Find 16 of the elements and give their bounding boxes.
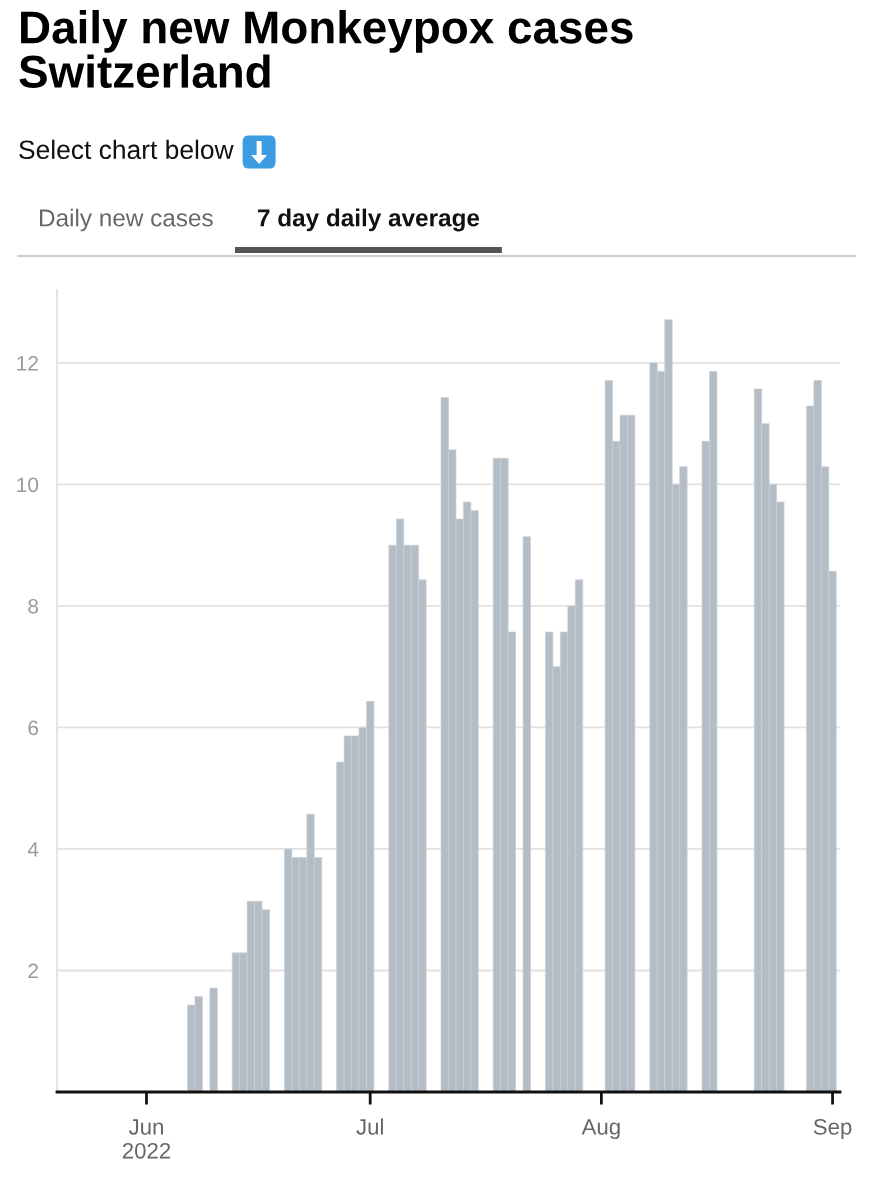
y-tick-label: 4 xyxy=(27,842,39,857)
x-tick-label: Jul xyxy=(356,1118,383,1135)
y-tick-label: 12 xyxy=(17,355,38,371)
y-tick-label: 8 xyxy=(28,598,39,614)
y-tick-label: 6 xyxy=(28,720,39,736)
x-tick-label: Jun 2022 xyxy=(122,1119,171,1159)
text: Daily new cases xyxy=(39,208,213,232)
chart-subtitle: Select chart below xyxy=(19,139,234,160)
bar xyxy=(522,536,531,1092)
chart-title: Daily new Monkeypox cases Switzerland xyxy=(19,10,633,89)
bar xyxy=(209,987,218,1092)
text: 7 day daily average xyxy=(258,208,480,232)
y-tick-label: 10 xyxy=(17,477,39,493)
y-tick-label: 2 xyxy=(28,963,38,979)
x-tick-label: Aug xyxy=(581,1119,620,1140)
x-tick-label: Sep xyxy=(813,1118,852,1140)
